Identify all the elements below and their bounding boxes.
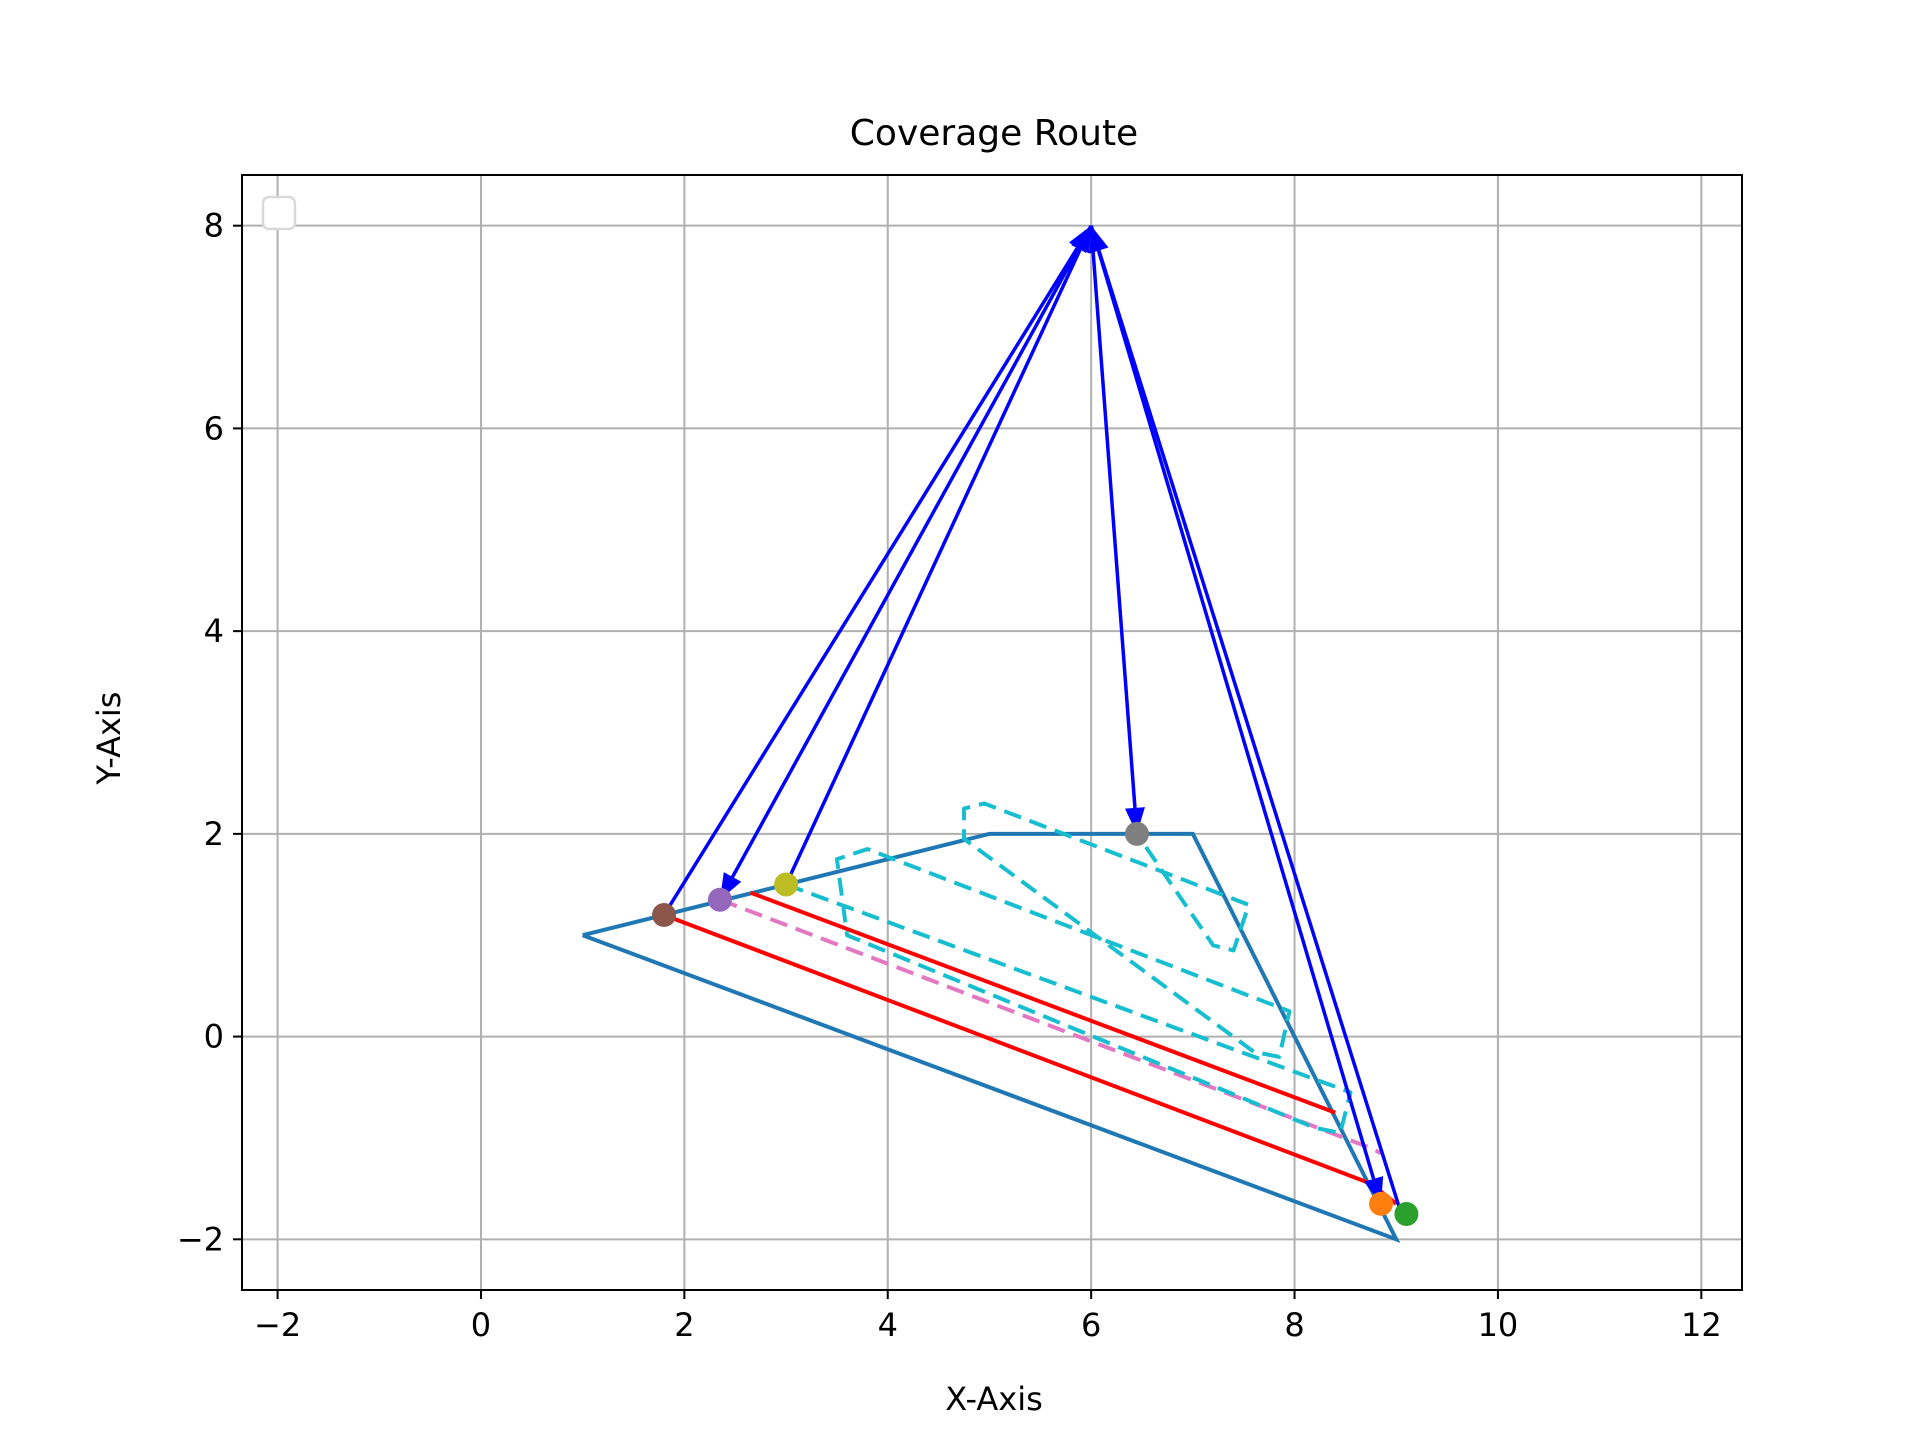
waypoint-marker [774,872,799,897]
waypoint-marker [1368,1191,1393,1216]
waypoint-marker [1394,1201,1419,1226]
waypoint-marker [1124,821,1149,846]
route-arrow-line [784,248,1082,886]
route-arrow-line [730,224,1093,878]
y-tick-label: 2 [204,815,224,853]
x-tick-label: 4 [878,1306,898,1344]
legend-box [261,195,297,231]
waypoint-marker [652,902,677,927]
x-tick-label: 6 [1081,1306,1101,1344]
plot-data [581,224,1419,1243]
route-arrow-line [1089,225,1376,1180]
axes-frame [241,174,1743,1291]
route-arrow-line [1089,225,1137,809]
route-arrow-head [1071,225,1092,254]
dashed-route-path [719,897,1382,1155]
y-tick-label: 6 [204,409,224,447]
y-tick-label: 0 [204,1018,224,1056]
y-tick-label: 8 [204,207,224,245]
x-tick-label: 2 [674,1306,694,1344]
x-tick-label: 0 [471,1306,491,1344]
route-arrow-line [1097,249,1403,1215]
y-tick-label: 4 [204,612,224,650]
solid-route-path [749,890,1336,1115]
x-tick-label: 12 [1681,1306,1722,1344]
x-tick-label: −2 [254,1306,301,1344]
dashed-route-path [785,801,1353,1135]
x-tick-label: 10 [1478,1306,1519,1344]
x-tick-label: 8 [1284,1306,1304,1344]
waypoint-marker [707,887,732,912]
area-boundary [581,831,1401,1243]
x-axis-label: X-Axis [945,1380,1043,1418]
chart-title: Coverage Route [850,113,1138,154]
axis-ticks: −2 0 2 4 6 8 10 12 −2 0 2 4 6 8 [177,207,1722,1344]
y-axis-label: Y-Axis [90,692,128,786]
route-arrow-line [662,246,1079,916]
y-tick-label: −2 [177,1220,224,1258]
route-arrow-head [1124,807,1145,834]
legend [261,195,297,231]
